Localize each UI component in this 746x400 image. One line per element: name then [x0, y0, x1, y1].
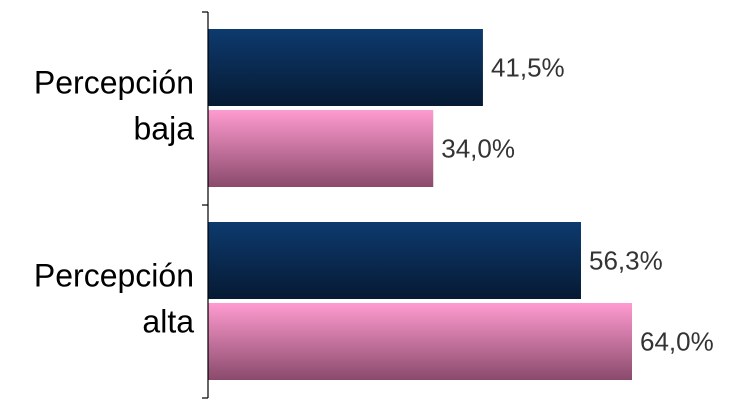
data-label: 34,0% — [441, 134, 515, 164]
data-label: 41,5% — [491, 53, 565, 83]
bar — [208, 222, 581, 299]
data-label: 56,3% — [589, 246, 663, 276]
category-label: Percepción baja — [34, 65, 194, 147]
data-label: 64,0% — [640, 327, 714, 357]
bars-layer — [208, 29, 632, 380]
labels-layer: 41,5% 34,0% Percepción baja 56,3% 64,0% Percep… — [34, 53, 714, 357]
bar — [208, 303, 632, 380]
category-axis — [202, 11, 209, 399]
bar — [208, 29, 483, 106]
bar — [208, 110, 434, 187]
category-label: Percepción alta — [34, 258, 194, 340]
